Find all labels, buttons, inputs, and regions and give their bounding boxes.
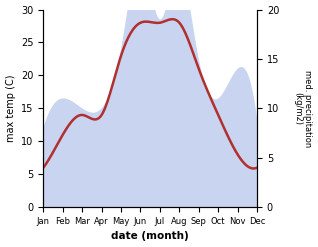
Y-axis label: med. precipitation
(kg/m2): med. precipitation (kg/m2) (293, 70, 313, 147)
Y-axis label: max temp (C): max temp (C) (5, 75, 16, 142)
X-axis label: date (month): date (month) (111, 231, 189, 242)
